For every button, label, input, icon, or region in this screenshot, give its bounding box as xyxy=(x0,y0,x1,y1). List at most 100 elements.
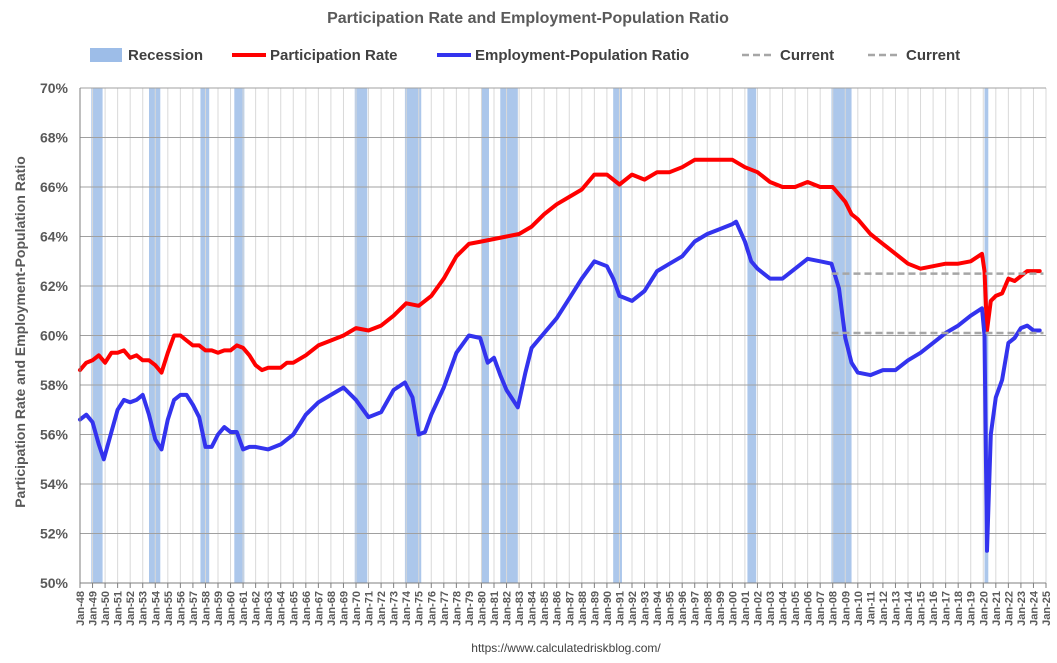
y-tick-label: 50% xyxy=(40,575,69,591)
x-tick-label: Jan-66 xyxy=(301,591,313,626)
x-tick-label: Jan-54 xyxy=(150,590,162,626)
x-tick-label: Jan-57 xyxy=(188,591,200,626)
x-tick-label: Jan-74 xyxy=(401,590,413,626)
legend-label: Current xyxy=(906,47,960,64)
x-tick-label: Jan-22 xyxy=(1003,591,1015,626)
x-tick-label: Jan-64 xyxy=(276,590,288,626)
x-tick-label: Jan-89 xyxy=(589,591,601,626)
x-tick-label: Jan-55 xyxy=(163,591,175,626)
x-tick-label: Jan-23 xyxy=(1016,591,1028,626)
x-tick-label: Jan-08 xyxy=(828,591,840,626)
series-line-participation-rate xyxy=(78,157,1042,375)
x-tick-label: Jan-78 xyxy=(451,591,463,626)
x-tick-label: Jan-60 xyxy=(226,591,238,626)
x-tick-label: Jan-03 xyxy=(765,591,777,626)
y-tick-label: 52% xyxy=(40,526,69,542)
x-tick-label: Jan-12 xyxy=(878,591,890,626)
x-tick-label: Jan-17 xyxy=(941,591,953,626)
x-tick-label: Jan-56 xyxy=(175,591,187,626)
axes: 50%52%54%56%58%60%62%64%66%68%70%Jan-48 J… xyxy=(40,80,1053,626)
x-tick-label: Jan-72 xyxy=(376,591,388,626)
x-tick-label: Jan-00 xyxy=(727,591,739,626)
y-axis-label: Participation Rate and Employment-Popula… xyxy=(12,156,28,508)
source-url: https://www.calculatedriskblog.com/ xyxy=(471,641,661,655)
x-tick-label: Jan-97 xyxy=(690,591,702,626)
chart-title: Participation Rate and Employment-Popula… xyxy=(327,10,729,27)
x-tick-label: Jan-04 xyxy=(778,590,790,626)
x-tick-label: Jan-18 xyxy=(953,591,965,626)
x-tick-label: Jan-91 xyxy=(614,591,626,626)
x-tick-label: Jan-16 xyxy=(928,591,940,626)
x-tick-label: Jan-90 xyxy=(602,591,614,626)
x-tick-label: Jan-09 xyxy=(840,591,852,626)
series-lines xyxy=(78,157,1042,553)
y-tick-label: 62% xyxy=(40,278,69,294)
x-tick-label: Jan-84 xyxy=(527,590,539,626)
x-tick-label: Jan-10 xyxy=(853,591,865,626)
x-tick-label: Jan-75 xyxy=(414,591,426,626)
y-tick-label: 54% xyxy=(40,476,69,492)
x-tick-label: Jan-02 xyxy=(752,591,764,626)
x-tick-label: Jan-61 xyxy=(238,591,250,626)
x-tick-label: Jan-49 xyxy=(88,591,100,626)
y-tick-label: 56% xyxy=(40,427,69,443)
x-tick-label: Jan-80 xyxy=(476,591,488,626)
x-tick-label: Jan-67 xyxy=(313,591,325,626)
x-tick-label: Jan-25 xyxy=(1041,591,1053,626)
x-tick-label: Jan-76 xyxy=(426,591,438,626)
series-line-employment-population-ratio xyxy=(78,219,1042,553)
legend-label: Recession xyxy=(128,47,203,64)
legend-label: Participation Rate xyxy=(270,47,398,64)
x-tick-label: Jan-83 xyxy=(514,591,526,626)
x-tick-label: Jan-96 xyxy=(677,591,689,626)
x-tick-label: Jan-50 xyxy=(100,591,112,626)
x-tick-label: Jan-87 xyxy=(564,591,576,626)
x-tick-label: Jan-15 xyxy=(916,591,928,626)
x-tick-label: Jan-24 xyxy=(1028,590,1040,626)
x-tick-label: Jan-52 xyxy=(125,591,137,626)
gridlines xyxy=(79,87,1047,584)
x-tick-label: Jan-58 xyxy=(200,591,212,626)
legend-label: Current xyxy=(780,47,834,64)
x-tick-label: Jan-01 xyxy=(740,591,752,626)
x-tick-label: Jan-11 xyxy=(865,591,877,625)
y-tick-label: 66% xyxy=(40,179,69,195)
y-tick-label: 58% xyxy=(40,377,69,393)
x-tick-label: Jan-06 xyxy=(803,591,815,626)
x-tick-label: Jan-92 xyxy=(627,591,639,626)
y-tick-label: 68% xyxy=(40,130,69,146)
x-tick-label: Jan-19 xyxy=(966,591,978,626)
x-tick-label: Jan-65 xyxy=(288,591,300,626)
x-tick-label: Jan-51 xyxy=(113,591,125,626)
y-tick-label: 64% xyxy=(40,229,69,245)
x-tick-label: Jan-21 xyxy=(991,591,1003,626)
x-tick-label: Jan-69 xyxy=(338,591,350,626)
x-tick-label: Jan-85 xyxy=(539,591,551,626)
legend-swatch-recession xyxy=(90,48,122,62)
x-tick-label: Jan-05 xyxy=(790,591,802,626)
x-tick-label: Jan-86 xyxy=(552,591,564,626)
x-tick-label: Jan-20 xyxy=(978,591,990,626)
x-tick-label: Jan-48 xyxy=(75,591,87,626)
x-tick-label: Jan-88 xyxy=(577,591,589,626)
x-tick-label: Jan-07 xyxy=(815,591,827,626)
x-tick-label: Jan-14 xyxy=(903,590,915,626)
x-tick-label: Jan-79 xyxy=(464,591,476,626)
legend-label: Employment-Population Ratio xyxy=(475,47,689,64)
x-tick-label: Jan-93 xyxy=(640,591,652,626)
x-tick-label: Jan-53 xyxy=(138,591,150,626)
x-tick-label: Jan-62 xyxy=(251,591,263,626)
x-tick-label: Jan-68 xyxy=(326,591,338,626)
x-tick-label: Jan-81 xyxy=(489,591,501,626)
x-tick-label: Jan-13 xyxy=(890,591,902,626)
x-tick-label: Jan-73 xyxy=(389,591,401,626)
x-tick-label: Jan-77 xyxy=(439,591,451,626)
x-tick-label: Jan-71 xyxy=(364,591,376,626)
x-tick-label: Jan-82 xyxy=(502,591,514,626)
x-tick-label: Jan-98 xyxy=(702,591,714,626)
x-tick-label: Jan-63 xyxy=(263,591,275,626)
legend: Recession Participation Rate Employment-Po… xyxy=(90,47,960,64)
x-tick-label: Jan-94 xyxy=(652,590,664,626)
